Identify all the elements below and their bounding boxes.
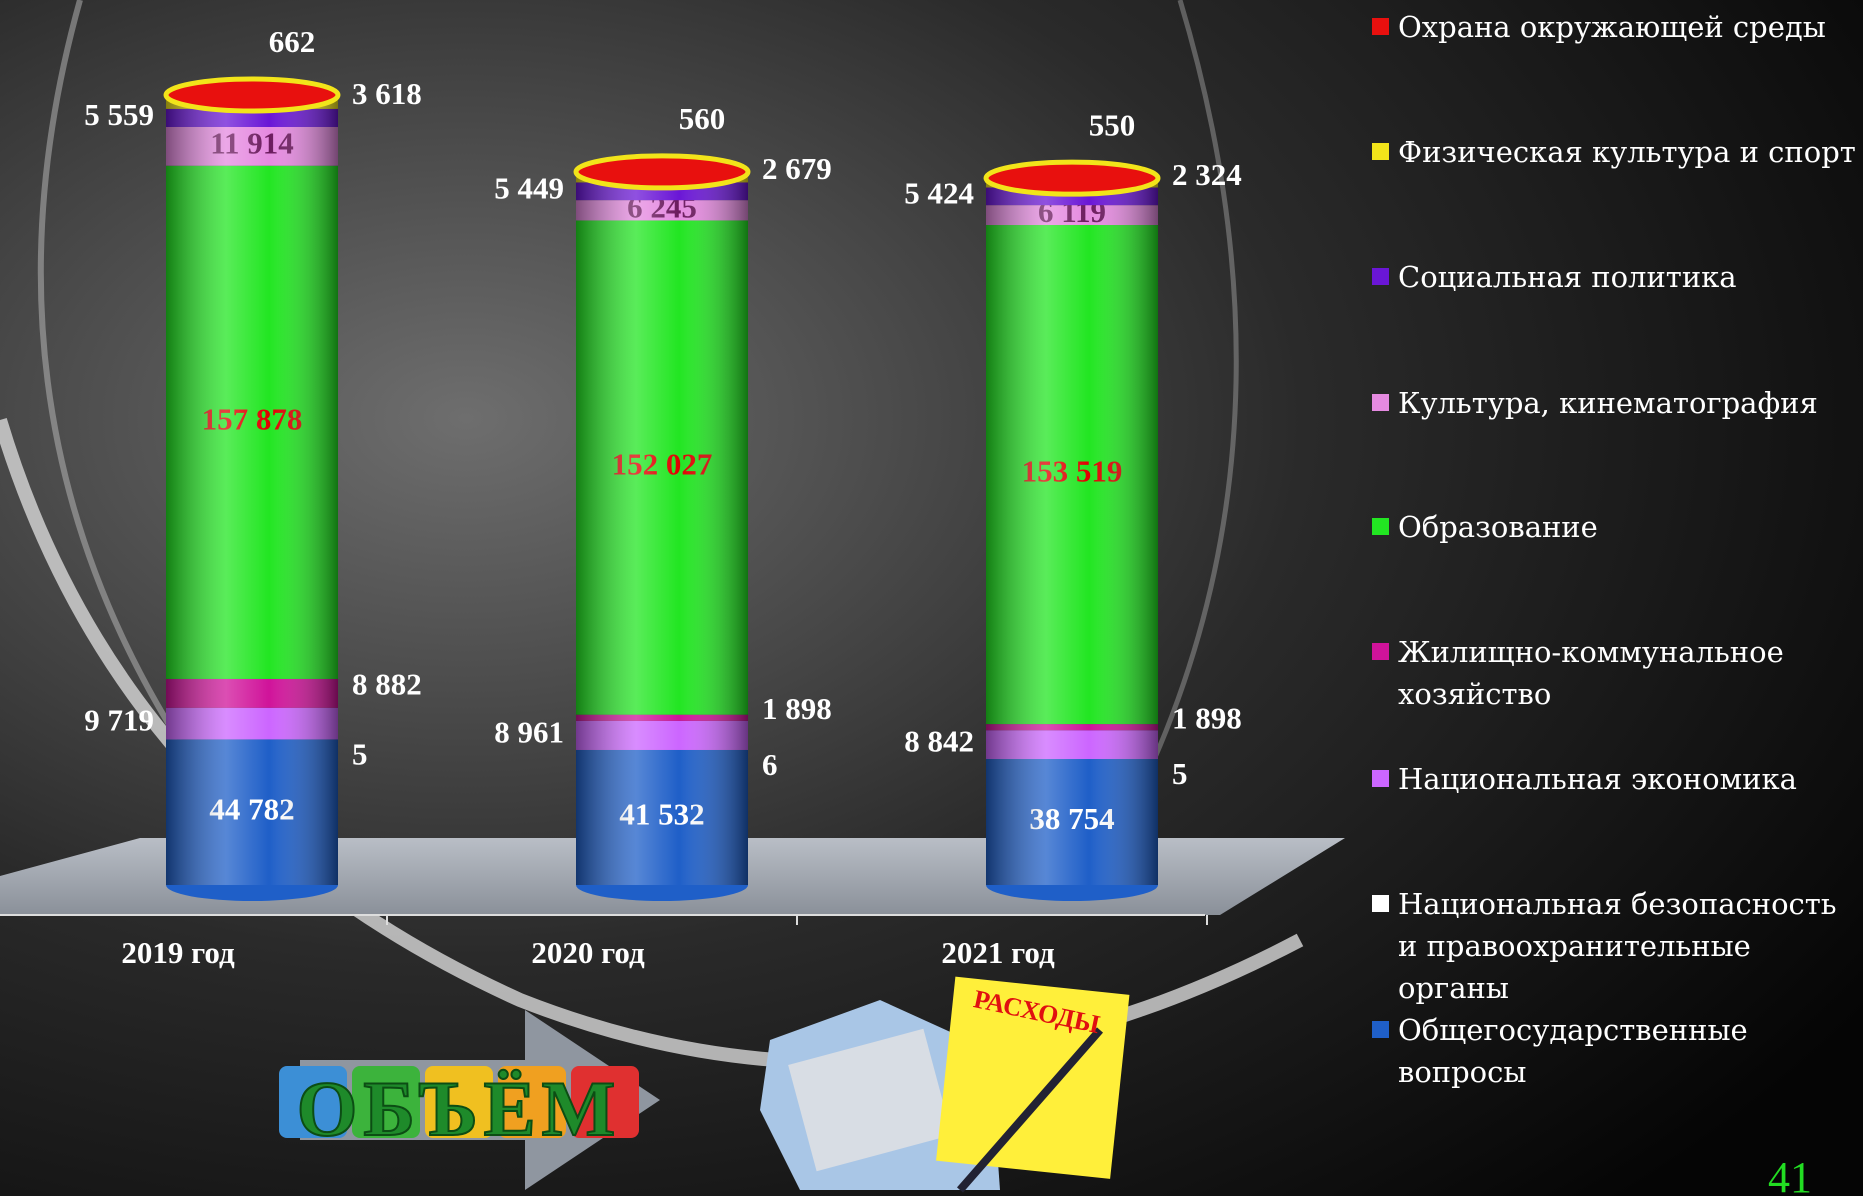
volume-word: ОБЪЁМ: [297, 1065, 622, 1152]
cylinder-shade: [986, 178, 1158, 885]
legend-swatch: [1372, 1021, 1389, 1038]
data-label: 8 842: [904, 724, 974, 759]
letter-box: [352, 1066, 420, 1138]
data-label: 8 882: [352, 666, 422, 701]
x-tick-label: 2020 год: [531, 935, 645, 970]
data-label: 6: [762, 747, 778, 782]
legend-label: Общегосударственные вопросы: [1398, 1013, 1748, 1089]
data-label: 2 679: [762, 151, 832, 186]
cylinder-top: [163, 76, 341, 114]
data-label: 1 898: [762, 691, 832, 726]
cylinder-shade: [576, 171, 748, 886]
legend-item: Жилищно-коммунальное хозяйство: [1372, 631, 1862, 715]
legend-item: Культура, кинематография: [1372, 382, 1862, 424]
legend-swatch: [1372, 394, 1389, 411]
page-number: 41: [1768, 1153, 1812, 1196]
legend-item: Социальная политика: [1372, 256, 1862, 298]
letter-box: [571, 1066, 639, 1138]
data-label: 2 324: [1172, 157, 1242, 192]
pen: [956, 1027, 1104, 1193]
legend-label: Охрана окружающей среды: [1398, 10, 1826, 44]
data-label: 9 719: [84, 703, 154, 738]
data-label: 550: [1089, 107, 1136, 142]
calculator: [788, 1028, 952, 1172]
legend-label: Физическая культура и спорт: [1398, 135, 1856, 169]
legend-swatch: [1372, 518, 1389, 535]
legend-label: Национальная экономика: [1398, 762, 1797, 796]
legend-item: Образование: [1372, 506, 1862, 548]
legend-swatch: [1372, 643, 1389, 660]
cylinder-top: [573, 153, 751, 191]
expenses-note: РАСХОДЫ: [760, 976, 1130, 1193]
data-label: 8 961: [494, 715, 564, 750]
legend-item: Национальная экономика: [1372, 758, 1862, 800]
data-label: 662: [269, 24, 316, 59]
legend-swatch: [1372, 143, 1389, 160]
legend-label: Культура, кинематография: [1398, 386, 1818, 420]
legend-label: Социальная политика: [1398, 260, 1737, 294]
data-label: 3 618: [352, 76, 422, 111]
x-tick-label: 2019 год: [121, 935, 235, 970]
data-label: 5 449: [494, 170, 564, 205]
volume-badge: ОБЪЁМ: [279, 1010, 660, 1190]
data-label: 5: [1172, 756, 1188, 791]
legend-label: Образование: [1398, 510, 1598, 544]
legend-item: Национальная безопасность и правоохранит…: [1372, 883, 1862, 1009]
cylinder-top: [983, 159, 1161, 197]
legend-swatch: [1372, 770, 1389, 787]
letter-box: [425, 1066, 493, 1138]
legend-label: Жилищно-коммунальное хозяйство: [1398, 635, 1784, 711]
data-label: 5 424: [904, 175, 974, 210]
legend-item: Физическая культура и спорт: [1372, 131, 1862, 173]
data-label: 5 559: [84, 97, 154, 132]
data-label: 560: [679, 101, 726, 136]
legend-swatch: [1372, 268, 1389, 285]
legend-item: Общегосударственные вопросы: [1372, 1009, 1862, 1093]
x-tick-label: 2021 год: [941, 935, 1055, 970]
note-paper: [936, 976, 1130, 1179]
data-label: 1 898: [1172, 700, 1242, 735]
legend-label: Национальная безопасность и правоохранит…: [1398, 887, 1837, 1005]
legend-swatch: [1372, 895, 1389, 912]
letter-box: [498, 1066, 566, 1138]
letter-box: [279, 1066, 347, 1138]
cylinder-shade: [166, 95, 338, 885]
data-label: 5: [352, 737, 368, 772]
legend-swatch: [1372, 18, 1389, 35]
legend-item: Охрана окружающей среды: [1372, 6, 1862, 48]
